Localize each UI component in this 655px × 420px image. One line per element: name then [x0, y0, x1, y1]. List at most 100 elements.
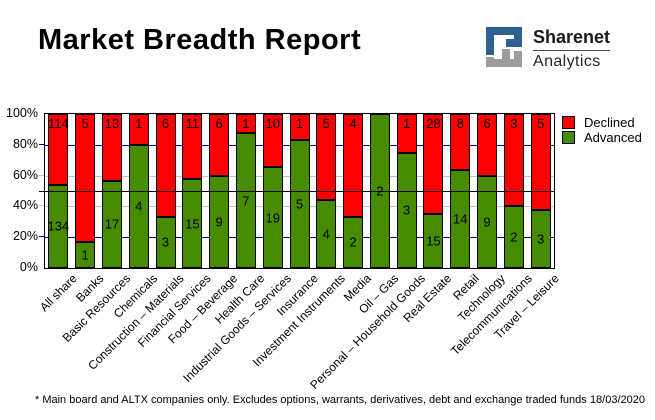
- bar-value-advanced: 4: [135, 198, 143, 214]
- bar-value-advanced: 3: [536, 231, 545, 247]
- bar-segment-declined: [262, 114, 283, 168]
- bar-segment-advanced: [155, 216, 176, 268]
- bar: 11 15: [182, 114, 203, 268]
- y-axis-tick: [39, 236, 44, 238]
- bar-segment-declined: [182, 114, 203, 180]
- legend-label: Advanced: [584, 130, 642, 145]
- footnote: * Main board and ALTX companies only. Ex…: [35, 394, 587, 406]
- bar-segment-advanced: [262, 167, 283, 268]
- bar: 13 17: [101, 114, 122, 268]
- bar-segment-advanced: [75, 242, 96, 268]
- bar-value-advanced: 2: [510, 229, 518, 245]
- bar-value-declined: 13: [104, 116, 120, 131]
- bar-segment-advanced: [209, 175, 230, 268]
- bar-value-declined: 10: [265, 116, 280, 131]
- legend: Declined Advanced: [562, 116, 642, 146]
- bar-value-declined: 6: [215, 116, 223, 131]
- bar-segment-declined: [316, 114, 337, 200]
- bar-value-declined: 5: [536, 116, 545, 131]
- bar: 10 19: [262, 114, 283, 268]
- bar-value-advanced: 15: [185, 216, 200, 232]
- bar-value-declined: 114: [48, 116, 69, 131]
- y-axis-tick: [39, 174, 44, 176]
- bar-segment-declined: [48, 114, 69, 185]
- bar-value-advanced: 19: [265, 210, 280, 226]
- bar-segment-advanced: [450, 170, 471, 268]
- bar-value-declined: 1: [403, 116, 411, 131]
- legend-label: Declined: [584, 115, 635, 130]
- y-axis-label: 100%: [6, 106, 38, 120]
- legend-item: Advanced: [562, 131, 642, 144]
- bar-segment-advanced: [530, 210, 551, 268]
- bar-segment-declined: [503, 114, 524, 207]
- bar-value-advanced: 4: [322, 226, 330, 242]
- bar-value-advanced: 1: [81, 247, 89, 263]
- y-axis-label: 40%: [12, 198, 38, 213]
- bar-segment-declined: [530, 114, 551, 211]
- report-date: 18/03/2020: [589, 394, 645, 406]
- y-axis-tick: [39, 143, 44, 145]
- bar-value-declined: 11: [185, 116, 200, 131]
- bar-value-advanced: 17: [104, 216, 120, 232]
- bar-segment-declined: [75, 114, 96, 243]
- bar-segment-declined: [235, 114, 256, 134]
- bar-value-advanced: 134: [47, 218, 70, 234]
- bar-value-declined: 1: [242, 116, 250, 131]
- bar-segment-advanced: [48, 184, 69, 268]
- y-axis-label: 20%: [12, 229, 38, 244]
- bar-segment-declined: [423, 114, 444, 215]
- bar-segment-declined: [101, 114, 122, 181]
- bar-segment-advanced: [423, 214, 444, 268]
- bar-value-advanced: 15: [426, 233, 441, 249]
- bar-value-advanced: 14: [453, 211, 468, 227]
- bar-value-declined: 6: [161, 116, 170, 131]
- bar-segment-advanced: [477, 175, 498, 268]
- bar-value-declined: 28: [426, 116, 441, 131]
- bar-value-advanced: 9: [483, 214, 491, 230]
- bar-value-advanced: 3: [403, 202, 411, 218]
- bar-segment-declined: [155, 114, 176, 217]
- bar-value-declined: 6: [483, 116, 491, 131]
- bar-value-declined: 5: [81, 116, 89, 131]
- bar-value-advanced: 2: [349, 234, 357, 250]
- bar-segment-declined: [289, 114, 310, 140]
- bar-value-advanced: 7: [242, 193, 250, 209]
- bar-segment-advanced: [128, 144, 149, 268]
- bar-value-advanced: 5: [295, 196, 304, 212]
- reference-line: [39, 191, 554, 192]
- bar-segment-advanced: [503, 206, 524, 268]
- bar-value-declined: 1: [295, 116, 304, 131]
- bar-segment-advanced: [235, 133, 256, 268]
- bar-segment-advanced: [182, 179, 203, 268]
- bar-segment-advanced: [316, 199, 337, 268]
- bar-value-declined: 5: [322, 116, 330, 131]
- legend-swatch: [562, 131, 575, 144]
- bar-value-declined: 8: [456, 116, 464, 131]
- y-axis-tick: [39, 205, 44, 207]
- y-axis-label: 80%: [12, 136, 38, 151]
- sharenet-logo-icon: [486, 27, 522, 67]
- bar-segment-declined: [477, 114, 498, 176]
- bar-segment-advanced: [289, 139, 310, 268]
- bar-segment-declined: [450, 114, 471, 170]
- bar-segment-declined: [128, 114, 149, 145]
- bar: 28 15: [423, 114, 444, 268]
- brand-logo: Sharenet Analytics: [486, 27, 611, 70]
- brand-text: Sharenet Analytics: [533, 27, 611, 70]
- bar-segment-declined: [396, 114, 417, 153]
- bar-segment-advanced: [343, 216, 364, 268]
- bar-segment-declined: [343, 114, 364, 217]
- page-title: Market Breadth Report: [38, 24, 362, 56]
- y-axis-label: 60%: [12, 167, 38, 182]
- bar-value-declined: 3: [510, 116, 518, 131]
